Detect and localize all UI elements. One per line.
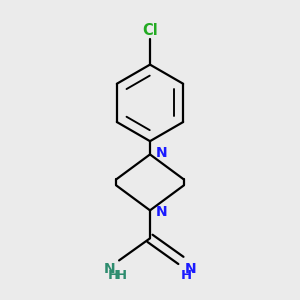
Text: N: N: [184, 262, 196, 276]
Text: N: N: [104, 262, 116, 276]
Text: N: N: [155, 205, 167, 219]
Text: H: H: [181, 269, 192, 282]
Text: Cl: Cl: [142, 23, 158, 38]
Text: N: N: [155, 146, 167, 160]
Text: H: H: [116, 269, 127, 282]
Text: H: H: [108, 269, 119, 282]
